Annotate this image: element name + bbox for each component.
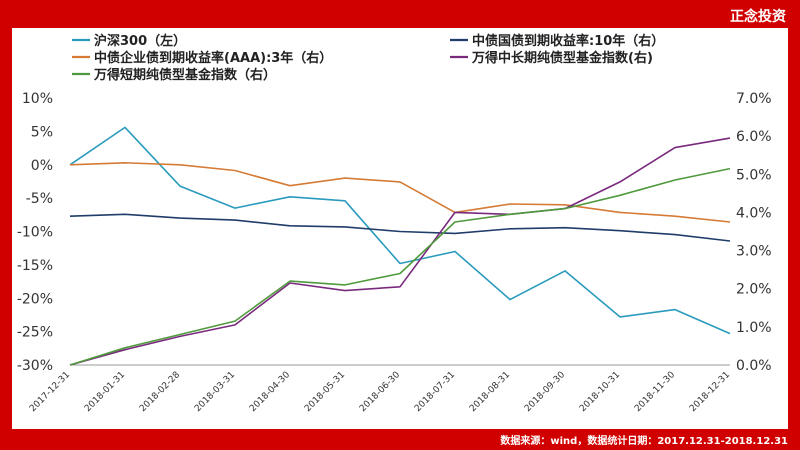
left-axis-tick-label: -20% [17, 291, 53, 307]
left-axis-tick-label: 5% [31, 124, 53, 140]
left-axis-tick-label: -5% [26, 191, 53, 207]
right-axis-tick-label: 2.0% [736, 282, 772, 298]
x-axis-tick-label: 2018-10-31 [578, 370, 622, 414]
x-axis-tick-label: 2018-07-31 [413, 370, 457, 414]
left-axis-tick-label: -15% [17, 258, 53, 274]
series-line [69, 213, 731, 242]
left-axis-tick-label: 10% [22, 91, 53, 107]
legend-label: 沪深300（左） [94, 33, 186, 49]
x-axis-tick-label: 2018-03-31 [193, 370, 237, 414]
left-axis-tick-label: -10% [17, 225, 53, 241]
series-line [69, 167, 731, 366]
x-axis-tick-label: 2017-12-31 [28, 370, 72, 414]
x-axis-tick-label: 2018-04-30 [248, 370, 292, 414]
x-axis-tick-label: 2018-05-31 [303, 370, 347, 414]
series-line [69, 126, 731, 335]
right-axis-tick-label: 7.0% [736, 91, 772, 107]
left-axis-tick-label: -25% [17, 325, 53, 341]
chart-panel: 10% 5% 0% -5% -10% -15% -20% -25% -30% 7.0% 6.0% 5.… [12, 28, 788, 429]
right-axis-tick-label: 3.0% [736, 244, 772, 260]
right-axis-tick-label: 6.0% [736, 129, 772, 145]
x-axis-tick-label: 2018-01-31 [83, 370, 127, 414]
right-axis-tick-label: 5.0% [736, 167, 772, 183]
x-axis-tick-label: 2018-02-28 [138, 370, 182, 414]
left-axis-tick-label: -30% [17, 358, 53, 374]
x-axis-tick-label: 2018-06-30 [358, 370, 402, 414]
x-axis-tick-label: 2018-11-30 [633, 370, 677, 414]
series-line [69, 162, 731, 223]
series-line [69, 137, 731, 366]
right-axis-tick-label: 0.0% [736, 358, 772, 374]
right-axis-tick-label: 1.0% [736, 320, 772, 336]
left-axis-tick-label: 0% [31, 158, 53, 174]
line-chart: 10% 5% 0% -5% -10% -15% -20% -25% -30% 7.0% 6.0% 5.… [17, 33, 772, 414]
legend-label: 万得中长期纯债型基金指数(右) [471, 50, 653, 66]
legend-label: 万得短期纯债型基金指数（右） [93, 67, 276, 83]
brand-logo: 正念投资 [730, 9, 786, 25]
legend-label: 中债国债到期收益率:10年（右） [472, 33, 664, 49]
legend-label: 中债企业债到期收益率(AAA):3年（右） [94, 50, 332, 66]
x-axis-tick-label: 2018-12-31 [688, 370, 732, 414]
data-source-footer: 数据来源：wind，数据统计日期：2017.12.31-2018.12.31 [500, 436, 788, 447]
right-axis-tick-label: 4.0% [736, 205, 772, 221]
x-axis-tick-label: 2018-08-31 [468, 370, 512, 414]
x-axis-tick-label: 2018-09-30 [523, 370, 567, 414]
